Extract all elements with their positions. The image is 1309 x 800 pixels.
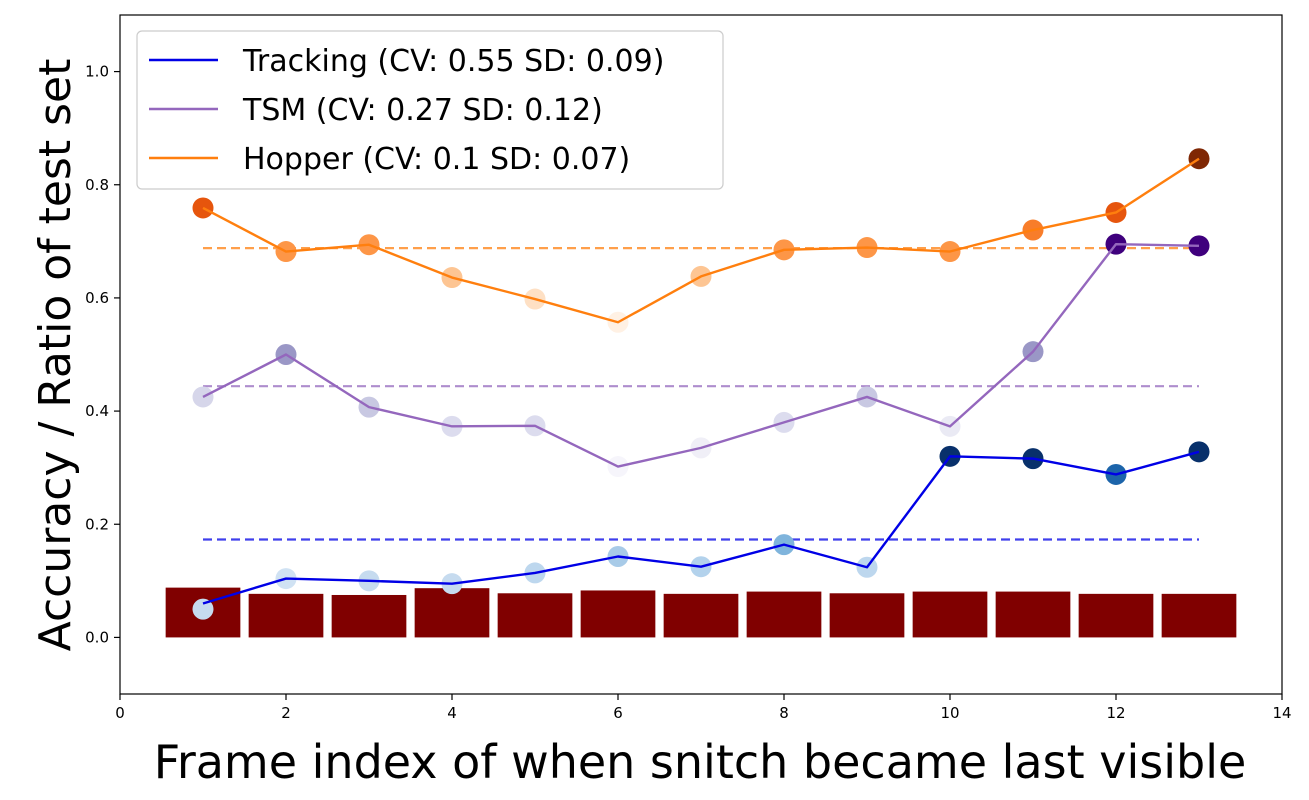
x-tick-label-5: 8 — [779, 704, 789, 722]
ratio-bar-6 — [580, 590, 656, 638]
y-tick-label-3: 0.4 — [85, 402, 109, 420]
ratio-bar-8 — [746, 591, 822, 638]
plot-area — [165, 148, 1237, 638]
x-tick-label-3: 4 — [447, 704, 457, 722]
y-axis-label: Accuracy / Ratio of test set — [30, 59, 81, 652]
ratio-bar-12 — [1078, 593, 1154, 638]
ratio-bar-4 — [414, 588, 490, 638]
x-tick-label-4: 6 — [613, 704, 623, 722]
y-tick-label-1: 0.0 — [85, 628, 109, 646]
ratio-bar-13 — [1161, 593, 1237, 638]
series-1-point-1 — [192, 598, 214, 620]
y-tick-label-5: 0.8 — [85, 176, 109, 194]
ratio-bar-3 — [331, 594, 407, 638]
ratio-bar-7 — [663, 593, 739, 638]
legend: Tracking (CV: 0.55 SD: 0.09) TSM (CV: 0.2… — [136, 30, 724, 190]
x-tick-label-8: 14 — [1272, 704, 1291, 722]
legend-label-3: Hopper (CV: 0.1 SD: 0.07) — [243, 142, 630, 177]
ratio-bar-9 — [829, 593, 905, 638]
series-2-line — [202, 242, 1200, 468]
ratio-bar-2 — [248, 593, 324, 638]
axes-frame — [119, 14, 1283, 695]
ratio-bar-5 — [497, 593, 573, 638]
y-axis-ticks: 0.0 0.2 0.4 0.6 0.8 1.0 — [85, 63, 120, 646]
ratio-bar-10 — [912, 591, 988, 638]
plot-inner — [165, 148, 1237, 638]
legend-label-2: TSM (CV: 0.27 SD: 0.12) — [242, 93, 603, 128]
legend-box — [136, 30, 724, 190]
x-axis-ticks: 0 2 4 6 8 10 12 14 — [115, 694, 1292, 722]
legend-label-1: Tracking (CV: 0.55 SD: 0.09) — [242, 44, 664, 79]
x-tick-label-1: 0 — [115, 704, 125, 722]
x-tick-label-7: 12 — [1106, 704, 1125, 722]
x-tick-label-2: 2 — [281, 704, 291, 722]
x-axis-label: Frame index of when snitch became last v… — [154, 735, 1247, 789]
y-tick-label-6: 1.0 — [85, 63, 109, 81]
y-tick-label-2: 0.2 — [85, 515, 109, 533]
ratio-bar-11 — [995, 591, 1071, 638]
series-3-line — [202, 157, 1200, 324]
x-tick-label-6: 10 — [940, 704, 959, 722]
y-tick-label-4: 0.6 — [85, 289, 109, 307]
series-1-line — [202, 450, 1200, 605]
